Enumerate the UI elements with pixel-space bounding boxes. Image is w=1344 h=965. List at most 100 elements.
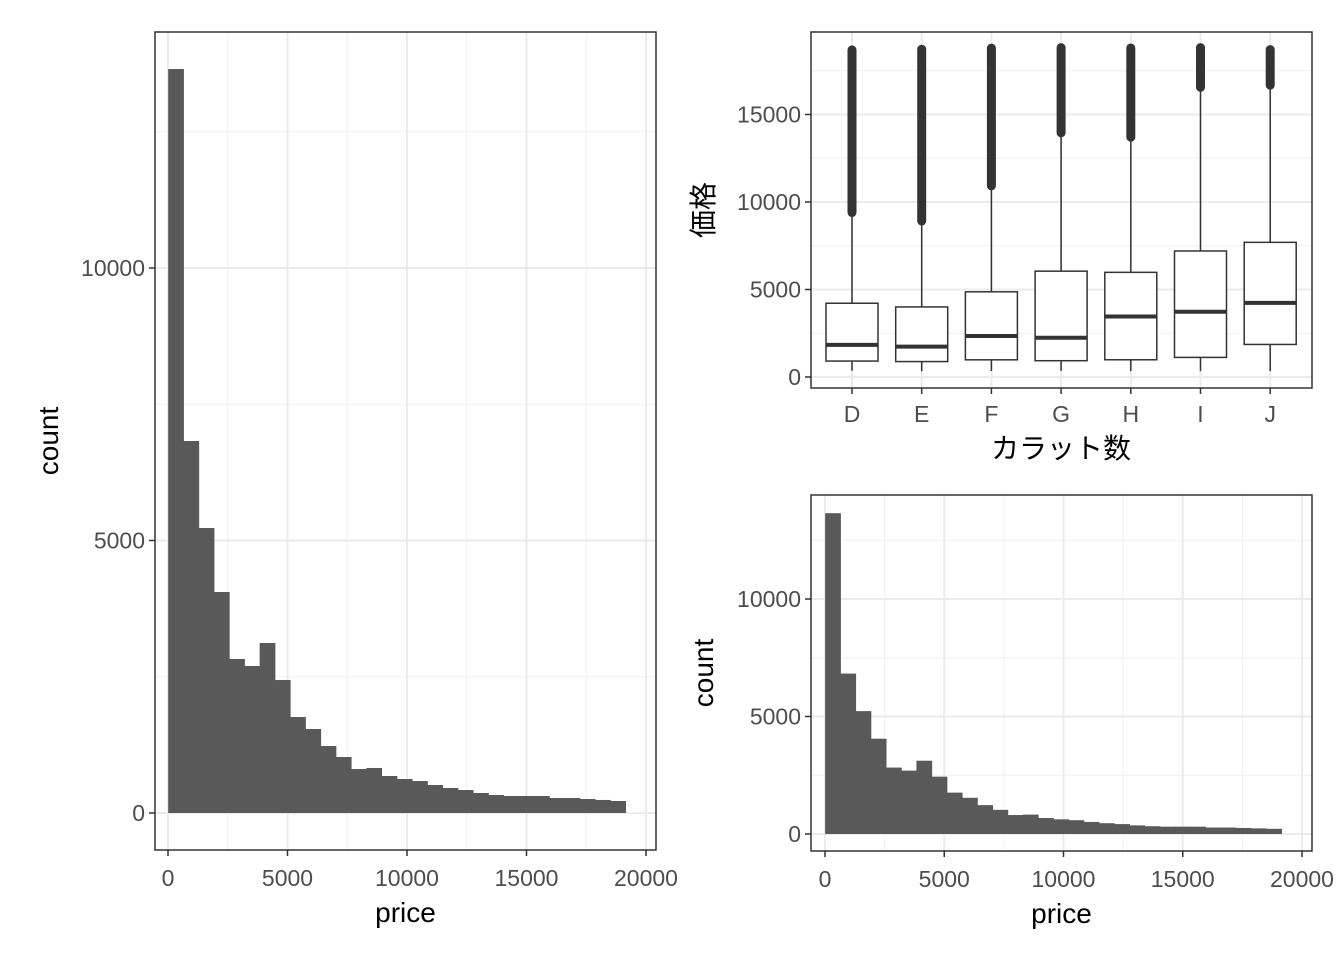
histogram-bar: [168, 69, 184, 813]
histogram-bar: [564, 798, 581, 813]
histogram-bar: [962, 797, 978, 834]
box-iqr: [1243, 241, 1297, 346]
histogram-bar: [381, 775, 398, 813]
y-tick-label: 0: [788, 821, 801, 847]
x-axis-title: カラット数: [991, 433, 1131, 464]
histogram-bar: [840, 673, 857, 834]
histogram-bar: [335, 756, 352, 813]
histogram-bar: [977, 805, 994, 834]
histogram-bar: [1068, 820, 1085, 834]
panel-border: [810, 494, 1313, 852]
histogram-bar: [1007, 815, 1024, 834]
histogram-bar: [1205, 827, 1222, 834]
histogram-bar: [290, 717, 306, 813]
boxplot-top-right: D E F G H I J 0 5000 10000 15000 カラット数 価格: [688, 31, 1313, 464]
box-G: [1034, 43, 1088, 371]
histogram-bar: [916, 760, 933, 834]
histogram-bar: [931, 776, 948, 834]
y-tick-label: 10000: [81, 255, 145, 281]
x-axis-title: price: [1031, 898, 1092, 929]
histogram-bar: [274, 680, 291, 813]
x-tick-label: 10000: [1032, 866, 1096, 892]
x-tick-label: G: [1052, 401, 1070, 427]
histogram-bar: [473, 792, 489, 813]
histogram-bar: [442, 787, 459, 813]
histogram-bar: [1083, 821, 1100, 834]
histogram-bar: [1159, 826, 1176, 834]
histogram-bar: [198, 528, 215, 813]
histogram-bar: [1038, 818, 1054, 834]
histogram-bar: [549, 798, 566, 813]
x-tick-label: 15000: [1151, 866, 1215, 892]
histogram-bar: [244, 666, 261, 813]
x-tick-label: 0: [162, 865, 175, 891]
x-tick-label: 20000: [614, 865, 678, 891]
histogram-bar: [366, 767, 383, 813]
histogram-bar: [503, 795, 520, 813]
histogram-bar: [351, 769, 367, 813]
box-iqr: [964, 291, 1019, 361]
histogram-bar: [1220, 827, 1237, 834]
y-tick-label: 10000: [737, 586, 801, 612]
y-tick-label: 5000: [750, 277, 801, 303]
box-iqr: [894, 306, 949, 363]
box-I: [1173, 43, 1228, 372]
panel-border: [154, 31, 657, 851]
x-tick-label: 0: [819, 866, 832, 892]
histogram-bar: [1022, 814, 1039, 834]
x-tick-label: E: [914, 401, 929, 427]
histogram-left: 0 5000 10000 15000 20000 0 5000 10000 price count: [33, 31, 678, 928]
y-tick-label: 0: [788, 364, 801, 390]
y-tick-label: 5000: [750, 704, 801, 730]
x-tick-label: 20000: [1270, 866, 1334, 892]
histogram-bar: [1144, 826, 1161, 834]
histogram-bar: [1129, 825, 1146, 834]
histogram-bar: [427, 784, 444, 813]
histogram-bar: [1251, 828, 1267, 834]
histogram-bar: [1266, 828, 1283, 834]
histogram-bar: [488, 795, 505, 813]
histogram-bar: [886, 767, 902, 834]
y-tick-label: 5000: [94, 528, 145, 554]
histogram-bar: [183, 440, 200, 813]
x-tick-label: 5000: [262, 865, 313, 891]
histogram-bar: [534, 795, 550, 813]
histogram-bar: [412, 781, 428, 813]
y-tick-label: 10000: [737, 189, 801, 215]
histogram-bar: [855, 711, 872, 834]
histogram-bar: [213, 592, 230, 813]
histogram-bar: [595, 799, 611, 813]
x-tick-label: I: [1197, 401, 1203, 427]
box-iqr: [1173, 250, 1228, 359]
histogram-bar: [1114, 824, 1130, 834]
x-tick-label: 15000: [495, 865, 559, 891]
histogram-bar: [825, 513, 841, 834]
box-iqr: [1034, 270, 1088, 362]
histogram-bar: [946, 792, 963, 834]
histogram-bar: [870, 738, 887, 834]
box-F: [964, 43, 1019, 372]
box-E: [894, 44, 949, 372]
y-axis-title: count: [33, 407, 64, 476]
histogram-bar: [1053, 819, 1070, 834]
box-D: [825, 45, 879, 371]
histogram-bar: [457, 790, 474, 813]
histogram-bar: [992, 809, 1009, 834]
y-axis-title: count: [688, 639, 719, 708]
x-tick-label: D: [844, 401, 861, 427]
histogram-bar: [1190, 826, 1206, 834]
histogram-bar: [1175, 826, 1191, 834]
histogram-bar: [579, 798, 596, 813]
y-tick-label: 15000: [737, 102, 801, 128]
y-tick-label: 0: [132, 800, 145, 826]
histogram-bottom-right: 0 5000 10000 15000 20000 0 5000 10000 price count: [688, 494, 1334, 929]
histogram-bar: [320, 746, 337, 813]
histogram-bar: [1098, 823, 1115, 834]
box-J: [1243, 45, 1297, 372]
x-tick-label: F: [984, 401, 998, 427]
x-tick-label: 10000: [375, 865, 439, 891]
box-H: [1104, 43, 1158, 372]
histogram-bar: [610, 801, 626, 813]
x-tick-label: J: [1264, 401, 1276, 427]
